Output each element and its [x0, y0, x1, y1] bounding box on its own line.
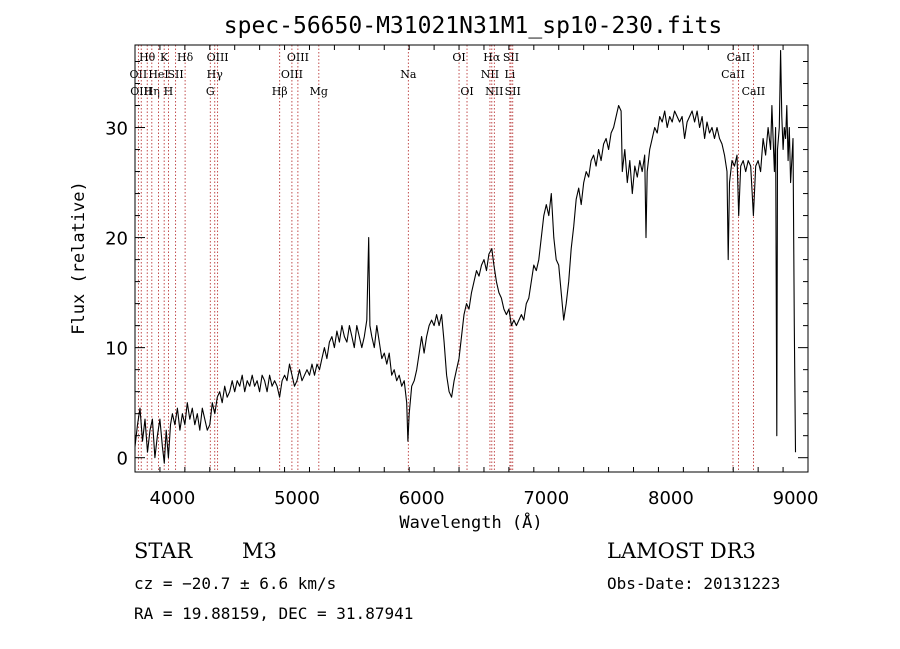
marker-label: OII [130, 68, 148, 81]
plot-frame [134, 44, 809, 473]
x-tick-label: 9000 [773, 488, 819, 509]
marker-label: CaII [742, 85, 766, 98]
coordinates: RA = 19.88159, DEC = 31.87941 [134, 604, 414, 623]
marker-label: OI [452, 51, 465, 64]
marker-label: SII [503, 51, 519, 64]
y-tick-label: 30 [105, 119, 128, 140]
marker-label: NII [481, 68, 499, 81]
marker-label: SII [505, 85, 521, 98]
marker-label: G [206, 85, 215, 98]
marker-label: OIII [287, 51, 309, 64]
marker-label: K [160, 51, 169, 64]
marker-label: NII [485, 85, 503, 98]
y-tick-label: 10 [105, 339, 128, 360]
x-axis-label: Wavelength (Å) [399, 511, 542, 533]
marker-label: HeI [148, 68, 168, 81]
marker-label: H [164, 85, 174, 98]
marker-label: CaII [727, 51, 751, 64]
y-tick-label: 20 [105, 229, 128, 250]
flux-series [134, 49, 797, 464]
survey-name: LAMOST DR3 [607, 539, 756, 563]
marker-label: Hθ [139, 51, 156, 64]
spectral-subclass: M3 [242, 539, 277, 563]
y-tick-label: 0 [117, 449, 128, 470]
marker-label: OIII [207, 51, 229, 64]
x-tick-label: 7000 [523, 488, 569, 509]
y-axis-label: Flux (relative) [69, 181, 89, 335]
obs-date: Obs-Date: 20131223 [607, 574, 781, 593]
marker-label: OIII [281, 68, 303, 81]
x-tick-label: 6000 [399, 488, 445, 509]
marker-label: CaII [721, 68, 745, 81]
marker-label: OIII [130, 85, 152, 98]
marker-label: Hβ [272, 85, 288, 98]
marker-label: Hη [144, 85, 160, 98]
chart-title: spec-56650-M31021N31M1_sp10-230.fits [224, 13, 723, 39]
marker-label: SII [168, 68, 184, 81]
marker-label: Mg [310, 85, 328, 98]
x-tick-label: 5000 [274, 488, 320, 509]
line-markers: OII OIII Hθ Hη HeI K H SII Hδ G Hγ OIII Hβ OIII OIII Mg… [130, 45, 766, 472]
marker-label: Li [504, 68, 515, 81]
marker-label: OI [460, 85, 473, 98]
x-tick-label: 4000 [149, 488, 195, 509]
redshift-cz: cz = −20.7 ± 6.6 km/s [134, 574, 337, 593]
x-tick-label: 8000 [648, 488, 694, 509]
marker-label: Hγ [207, 68, 224, 81]
flux-line [134, 49, 797, 464]
marker-label: Na [400, 68, 417, 81]
object-class: STAR [134, 539, 193, 563]
axes: 4000 5000 6000 7000 8000 9000 0 10 20 30 [105, 45, 818, 509]
marker-label: Hδ [177, 51, 194, 64]
marker-label: Hα [483, 51, 501, 64]
